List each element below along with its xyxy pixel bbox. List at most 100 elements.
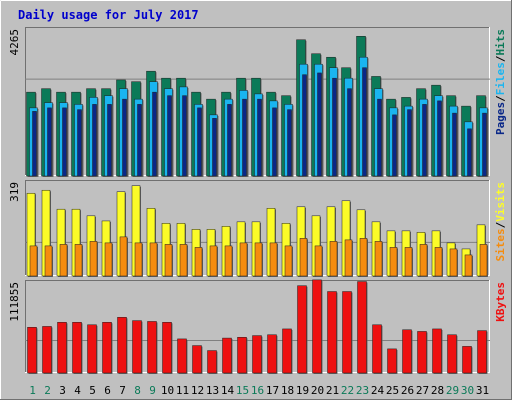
bar-sites-day-23: [359, 238, 368, 277]
panel-visits-legend: Sites/Visits: [494, 182, 507, 262]
bar-pages-day-10: [167, 95, 172, 177]
bar-pages-day-16: [257, 98, 262, 177]
bar-pages-day-19: [302, 74, 307, 177]
x-axis-labels: 1 2 3 4 5 6 7 8 9 10 11 12 13 14 15 16 17 18 19 20 21 22 23 24 2…: [29, 384, 489, 397]
x-tick-label-day-21: 21: [326, 384, 339, 397]
bar-kbytes-day-21: [327, 291, 337, 374]
x-tick-label-day-20: 20: [311, 384, 324, 397]
legend-pages: Pages: [494, 102, 507, 135]
bar-kbytes-day-7: [117, 317, 127, 374]
bar-sites-day-13: [209, 245, 218, 277]
bar-pages-day-14: [227, 104, 232, 177]
bar-kbytes-day-13: [207, 350, 217, 374]
x-tick-label-day-29: 29: [446, 384, 459, 397]
bar-kbytes-day-30: [462, 346, 472, 374]
x-tick-label-day-19: 19: [296, 384, 309, 397]
bar-sites-day-26: [404, 247, 413, 277]
bar-pages-day-11: [182, 95, 187, 177]
bar-sites-day-25: [389, 247, 398, 277]
x-tick-label-day-27: 27: [416, 384, 429, 397]
chart-title: Daily usage for July 2017: [18, 8, 199, 22]
bar-sites-day-6: [104, 242, 113, 277]
bar-sites-day-24: [374, 241, 383, 277]
bar-sites-day-15: [239, 242, 248, 277]
bar-kbytes-day-19: [297, 285, 307, 374]
x-tick-label-day-10: 10: [161, 384, 174, 397]
bar-sites-day-11: [179, 244, 188, 277]
bar-sites-day-30: [464, 254, 473, 277]
panel-hits-ymax-label: 4265: [8, 29, 21, 56]
x-tick-label-day-8: 8: [134, 384, 141, 397]
bar-pages-day-28: [437, 100, 442, 177]
bar-sites-day-4: [74, 244, 83, 277]
bar-pages-day-21: [332, 77, 337, 177]
panel-kbytes: 111855 KBytes: [8, 279, 507, 374]
bar-kbytes-day-26: [402, 329, 412, 374]
panel-visits-ymax-label: 319: [8, 182, 21, 202]
bar-pages-day-24: [377, 98, 382, 177]
bar-kbytes-day-8: [132, 320, 142, 374]
bar-kbytes-day-20: [312, 279, 322, 374]
bar-pages-day-7: [122, 98, 127, 177]
legend-files: Files: [494, 62, 507, 95]
bar-kbytes-day-28: [432, 328, 442, 374]
bar-sites-day-8: [134, 242, 143, 277]
bar-pages-day-13: [212, 118, 217, 177]
legend-separator: /: [494, 221, 507, 228]
x-tick-label-day-22: 22: [341, 384, 354, 397]
x-tick-label-day-3: 3: [59, 384, 66, 397]
x-tick-label-day-26: 26: [401, 384, 414, 397]
bar-kbytes-day-5: [87, 324, 97, 374]
x-tick-label-day-16: 16: [251, 384, 264, 397]
bar-kbytes-day-25: [387, 348, 397, 374]
bar-kbytes-day-15: [237, 336, 247, 374]
bar-sites-day-29: [449, 248, 458, 277]
bar-pages-day-2: [47, 107, 52, 177]
legend-visits: Visits: [494, 182, 507, 222]
bar-kbytes-day-29: [447, 334, 457, 374]
bar-pages-day-26: [407, 109, 412, 177]
bar-pages-day-9: [152, 91, 157, 177]
bar-pages-day-4: [77, 109, 82, 177]
x-tick-label-day-17: 17: [266, 384, 279, 397]
bar-sites-day-14: [224, 245, 233, 277]
legend-hits: Hits: [494, 29, 507, 56]
bar-kbytes-day-9: [147, 321, 157, 374]
bar-kbytes-day-10: [162, 322, 172, 374]
bar-kbytes-day-16: [252, 335, 262, 374]
bar-kbytes-day-6: [102, 322, 112, 374]
bar-pages-day-17: [272, 107, 277, 177]
bar-pages-day-22: [347, 88, 352, 177]
bar-sites-day-18: [284, 245, 293, 277]
bar-kbytes-day-27: [417, 331, 427, 374]
bar-pages-day-29: [452, 112, 457, 177]
legend-kbytes: KBytes: [494, 282, 507, 322]
bar-kbytes-day-31: [477, 330, 487, 374]
bar-pages-day-31: [482, 112, 487, 177]
x-tick-label-day-7: 7: [119, 384, 126, 397]
bar-sites-day-21: [329, 241, 338, 277]
panel-kbytes-ymax-label: 111855: [8, 282, 21, 322]
chart-panels: 4265Pages/Files/Hits319Sites/Visits11185…: [8, 27, 507, 374]
bar-pages-day-23: [362, 67, 367, 177]
bar-pages-day-27: [422, 104, 427, 177]
x-tick-label-day-14: 14: [221, 384, 235, 397]
bar-kbytes-day-3: [57, 322, 67, 374]
x-tick-label-day-12: 12: [191, 384, 204, 397]
x-tick-label-day-25: 25: [386, 384, 399, 397]
bar-kbytes-day-4: [72, 322, 82, 374]
bar-sites-day-19: [299, 238, 308, 277]
bar-sites-day-28: [434, 247, 443, 277]
legend-separator: /: [494, 55, 507, 62]
bar-kbytes-day-17: [267, 334, 277, 374]
bar-pages-day-1: [32, 111, 37, 177]
bar-kbytes-day-11: [177, 338, 187, 374]
bar-kbytes-day-23: [357, 281, 367, 374]
bar-kbytes-day-24: [372, 324, 382, 374]
x-tick-label-day-23: 23: [356, 384, 369, 397]
x-tick-label-day-13: 13: [206, 384, 219, 397]
bar-pages-day-18: [287, 109, 292, 177]
legend-separator: /: [494, 95, 507, 102]
